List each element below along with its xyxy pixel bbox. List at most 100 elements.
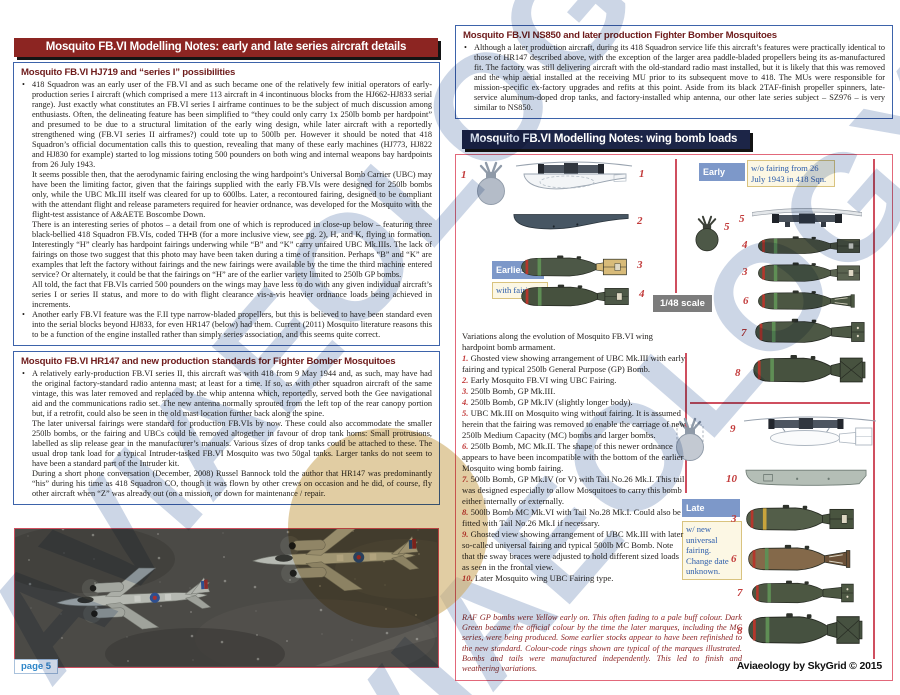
paragraph-text: 418 Squadron was an early user of the FB… — [32, 80, 432, 169]
figure-number: 8 — [735, 367, 741, 379]
panel-banner: Mosquito FB.VI Modelling Notes: wing bom… — [462, 130, 750, 149]
bomb-250lb-mc-mk2-figure — [755, 289, 863, 313]
legend-item: 4. 250lb Bomb, GP Mk.IV (slightly longer… — [462, 397, 633, 407]
figure-number: 5 — [739, 213, 745, 225]
universal-fairing-ghost-side-view-figure — [742, 413, 878, 459]
red-divider-rule — [690, 402, 870, 404]
red-divider-rule — [675, 159, 677, 293]
legend-item: 2. Early Mosquito FB.VI wing UBC Fairing… — [462, 375, 617, 385]
late-ubc-fairing-figure — [742, 467, 870, 495]
legend-item-number: 10. — [462, 573, 473, 583]
legend-item-number: 1. — [462, 353, 469, 363]
bomb-500lb-mc-late-figure — [745, 611, 863, 649]
figure-number: 6 — [743, 295, 749, 307]
bomb-500lb-mc-mk6-figure — [750, 353, 866, 387]
figure-number: 1 — [461, 169, 467, 181]
paragraph: • Although a later production aircraft, d… — [463, 43, 885, 113]
bomb-250lb-gp-mk4-figure — [518, 283, 632, 310]
text-box: Mosquito FB.VI HJ719 and “series I” poss… — [13, 62, 440, 346]
paragraph: The later universal fairings were standa… — [21, 419, 432, 469]
left-column: Mosquito FB.VI HJ719 and “series I” poss… — [13, 62, 440, 510]
early-fairing-ghost-side-view-figure — [514, 157, 634, 203]
legend-item: 1. Ghosted view showing arrangement of U… — [462, 353, 686, 374]
legend-item-number: 7. — [462, 474, 469, 484]
bomb-250lb-mc-mk2-late-figure — [745, 543, 859, 575]
paragraph: There is an interesting series of photos… — [21, 220, 432, 280]
red-divider-rule — [873, 159, 875, 659]
legend-item-number: 9. — [462, 529, 469, 539]
late-note: w/ new universal fairing. Change date un… — [682, 521, 742, 580]
figure-number: 9 — [730, 423, 736, 435]
paragraph-text: All told, the fact that FB.VIs carried 5… — [32, 280, 432, 309]
paragraph: • 418 Squadron was an early user of the F… — [21, 80, 432, 170]
legend-item-number: 2. — [462, 375, 469, 385]
figure-number: 1 — [639, 168, 645, 180]
bomb-front-view-bare-figure — [693, 215, 721, 253]
legend-item: 7. 500lb Bomb, GP Mk.IV (or V) with Tail… — [462, 474, 685, 506]
paragraph-text: There is an interesting series of photos… — [32, 220, 432, 279]
section-heading: Mosquito FB.VI HR147 and new production … — [21, 356, 396, 367]
bomb-250lb-gp-mk4-bare-figure — [755, 235, 863, 257]
late-tag: Late — [682, 499, 740, 517]
early-tag: Early — [699, 163, 745, 181]
bomb-500lb-gp-late-figure — [749, 579, 855, 607]
colour-footnote: RAF GP bombs were Yellow early on. This … — [462, 613, 742, 674]
paragraph: It seems possible then, that the aerodyn… — [21, 170, 432, 220]
ubc-front-view-ghost-early-figure — [474, 161, 508, 207]
bullet-marker: • — [22, 80, 25, 89]
paragraph-text: A relatively early-production FB.VI seri… — [32, 369, 432, 418]
legend-item-number: 5. — [462, 408, 469, 418]
paragraph-text: During a short phone conversation (Decem… — [32, 469, 432, 498]
wing-bomb-loads-panel: Early w/o fairing from 26 July 1943 in 4… — [455, 154, 893, 681]
figure-number: 4 — [742, 239, 748, 251]
paragraph: • A relatively early-production FB.VI ser… — [21, 369, 432, 419]
text-box: Mosquito FB.VI HR147 and new production … — [13, 351, 440, 505]
bomb-500lb-gp-mk4-figure — [752, 317, 866, 347]
legend-item-number: 6. — [462, 441, 469, 451]
legend-intro: Variations along the evolution of Mosqui… — [462, 331, 653, 352]
paragraph: During a short phone conversation (Decem… — [21, 469, 432, 499]
scale-tag: 1/48 scale — [653, 295, 712, 312]
early-ubc-fairing-figure — [512, 211, 630, 237]
bomb-250lb-gp-mk3-late-figure — [743, 503, 857, 535]
bullet-marker: • — [464, 43, 467, 52]
ubc-front-view-ghost-late-figure — [664, 417, 716, 463]
figure-legend: Variations along the evolution of Mosqui… — [462, 331, 687, 584]
legend-item-number: 3. — [462, 386, 469, 396]
publisher-credit: Aviaeology by SkyGrid © 2015 — [736, 660, 883, 672]
figure-number: 2 — [637, 215, 643, 227]
early-note: w/o fairing from 26 July 1943 in 418 Sqn… — [747, 160, 835, 187]
paragraph: • Another early FB.VI feature was the F.I… — [21, 310, 432, 340]
figure-number: 4 — [639, 288, 645, 300]
paragraph: All told, the fact that FB.VIs carried 5… — [21, 280, 432, 310]
figure-number: 3 — [742, 266, 748, 278]
paragraph-text: Another early FB.VI feature was the F.II… — [32, 310, 432, 339]
legend-item-number: 4. — [462, 397, 469, 407]
mosquito-formation-image — [0, 524, 475, 680]
legend-item: 10. Later Mosquito wing UBC Fairing type… — [462, 573, 614, 583]
paragraph-text: The later universal fairings were standa… — [32, 419, 432, 468]
paragraph-text: It seems possible then, that the aerodyn… — [32, 170, 432, 219]
figure-number: 3 — [731, 513, 737, 525]
figure-number: 8 — [737, 625, 743, 637]
paragraph-text: Although a later production aircraft, du… — [474, 43, 885, 112]
figure-number: 7 — [741, 327, 747, 339]
legend-item: 9. Ghosted view showing arrangement of U… — [462, 529, 684, 572]
figure-number: 5 — [724, 221, 730, 233]
legend-item: 5. UBC Mk.III on Mosquito wing without f… — [462, 408, 686, 440]
legend-item: 8. 500lb Bomb MC Mk.VI with Tail No.28 M… — [462, 507, 681, 528]
figure-number: 3 — [637, 259, 643, 271]
legend-item: 6. 250lb Bomb, MC Mk.II. The shape of th… — [462, 441, 684, 473]
figure-number: 7 — [737, 587, 743, 599]
ns850-text-box: Mosquito FB.VI NS850 and later productio… — [455, 25, 893, 119]
bullet-marker: • — [22, 369, 25, 378]
bomb-250lb-gp-mk3-bare-figure — [755, 261, 863, 285]
section-heading: Mosquito FB.VI NS850 and later productio… — [463, 30, 777, 41]
formation-photo: page 5 — [0, 524, 475, 680]
left-banner: Mosquito FB.VI Modelling Notes: early an… — [14, 38, 438, 57]
figure-number: 10 — [726, 473, 737, 485]
page-number-label: page 5 — [14, 659, 59, 674]
legend-item: 3. 250lb Bomb, GP Mk.III. — [462, 386, 556, 396]
section-heading: Mosquito FB.VI HJ719 and “series I” poss… — [21, 67, 236, 78]
